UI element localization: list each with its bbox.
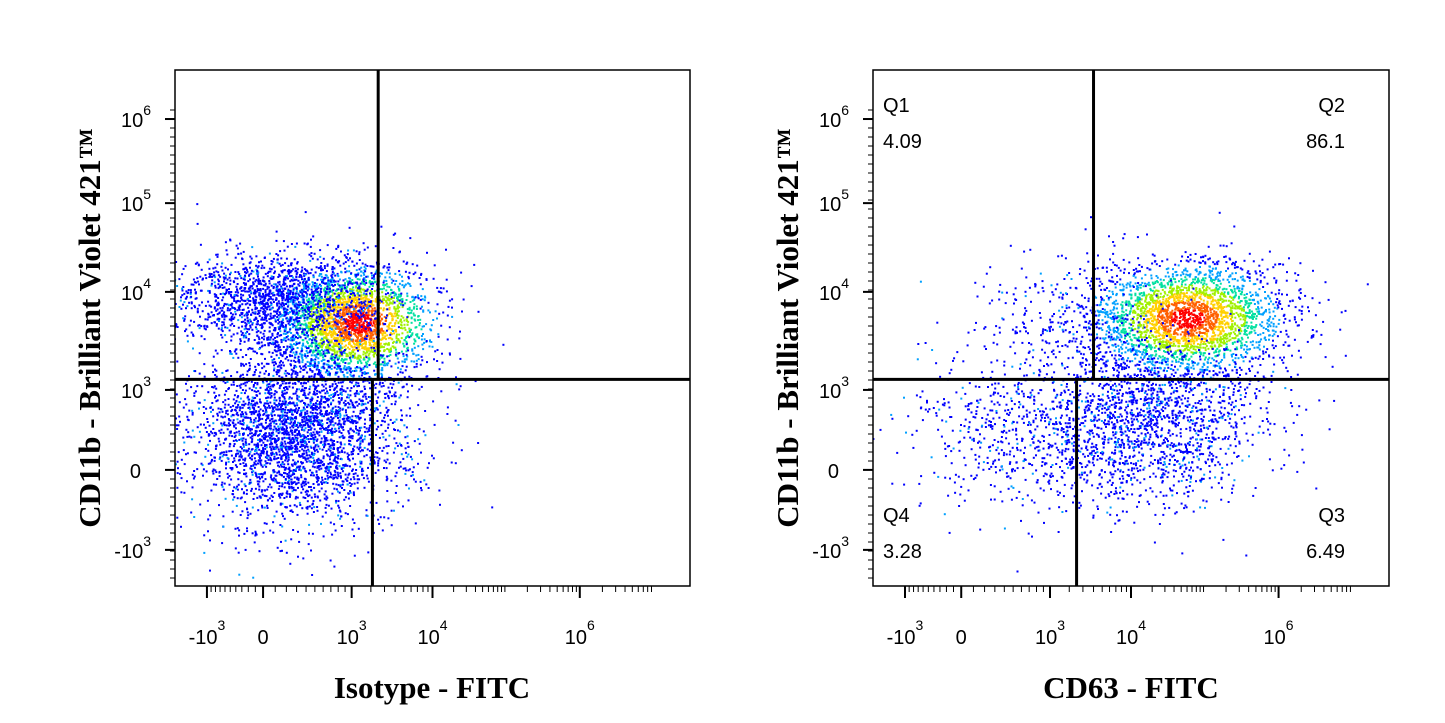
- y-tick-exponent: 5: [143, 186, 151, 202]
- y-tick-label: 0: [130, 461, 141, 483]
- x-tick-label: -103: [887, 617, 924, 649]
- x-tick-label: 106: [565, 617, 595, 649]
- x-tick-exponent: 3: [916, 617, 924, 633]
- quadrant-percent-q3: 6.49: [1306, 541, 1345, 563]
- quadrant-name-q2: Q2: [1318, 95, 1345, 117]
- y-tick-label: 103: [121, 373, 151, 403]
- y-tick-label: 104: [121, 275, 151, 305]
- quadrant-name-q3: Q3: [1318, 505, 1345, 527]
- quadrant-percent-q2: 86.1: [1306, 131, 1345, 153]
- y-tick-label: -103: [812, 533, 849, 563]
- x-tick-label: -103: [189, 617, 226, 649]
- quadrant-name-q1: Q1: [883, 95, 910, 117]
- y-tick-exponent: 3: [841, 373, 849, 389]
- x-tick-exponent: 4: [440, 617, 448, 633]
- y-tick-exponent: 6: [841, 102, 849, 118]
- x-tick-label: 0: [956, 627, 967, 649]
- x-tick-exponent: 3: [1057, 617, 1065, 633]
- y-axis-title: CD11b - Brilliant Violet 421™: [770, 128, 805, 528]
- y-tick-label: 106: [121, 102, 151, 132]
- y-tick-label: 103: [819, 373, 849, 403]
- x-tick-exponent: 6: [1286, 617, 1294, 633]
- x-tick-label: 104: [417, 617, 447, 649]
- event-dots: [175, 203, 505, 579]
- y-tick-exponent: 3: [143, 373, 151, 389]
- y-tick-label: 105: [819, 186, 849, 216]
- plot-frame: [174, 69, 691, 587]
- y-axis-title: CD11b - Brilliant Violet 421™: [72, 128, 107, 528]
- x-tick-exponent: 3: [217, 617, 225, 633]
- y-tick-exponent: 5: [841, 186, 849, 202]
- x-tick-label: 103: [337, 617, 367, 649]
- x-tick-exponent: 6: [587, 617, 595, 633]
- x-axis-title: CD63 - FITC: [1043, 670, 1219, 705]
- y-tick-label: 104: [819, 275, 849, 305]
- y-tick-exponent: 3: [841, 533, 849, 549]
- x-tick-label: 106: [1264, 617, 1294, 649]
- right-dot-plot: -103 0 103 104 106 -103 0 103 104 105 106 CD63 - FI…: [770, 69, 1390, 705]
- x-tick-exponent: 4: [1138, 617, 1146, 633]
- x-tick-label: 0: [258, 627, 269, 649]
- y-tick-exponent: 4: [841, 275, 849, 291]
- y-tick-label: 106: [819, 102, 849, 132]
- y-tick-label: 105: [121, 186, 151, 216]
- quadrant-percent-q4: 3.28: [883, 541, 922, 563]
- y-tick-exponent: 3: [143, 533, 151, 549]
- y-tick-exponent: 4: [143, 275, 151, 291]
- x-tick-exponent: 3: [359, 617, 367, 633]
- x-axis-title: Isotype - FITC: [334, 670, 530, 705]
- x-tick-label: 104: [1116, 617, 1146, 649]
- y-tick-exponent: 6: [143, 102, 151, 118]
- quadrant-percent-q1: 4.09: [883, 131, 922, 153]
- x-tick-label: 103: [1035, 617, 1065, 649]
- left-dot-plot: -103 0 103 104 106 -103 0 103 104 105 106 Isotype -…: [72, 69, 691, 705]
- y-tick-label: 0: [828, 461, 839, 483]
- y-tick-label: -103: [114, 533, 151, 563]
- quadrant-name-q4: Q4: [883, 505, 910, 527]
